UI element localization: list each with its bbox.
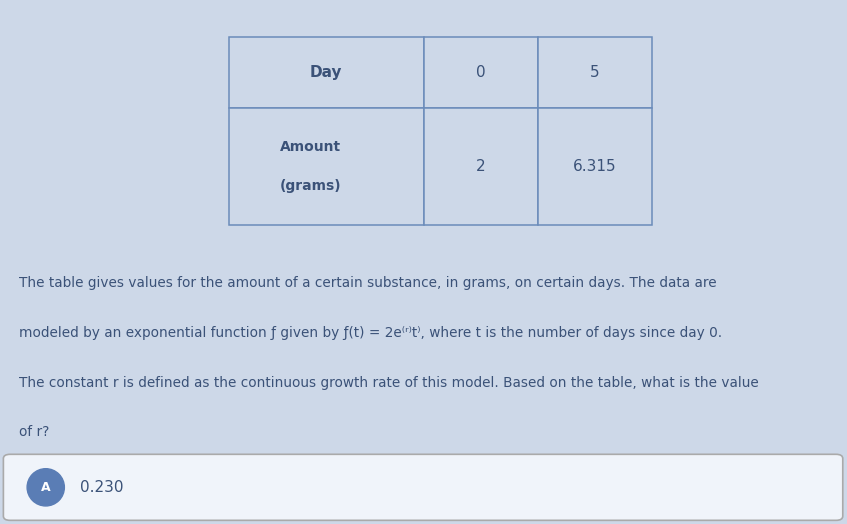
- Text: The table gives values for the amount of a certain substance, in grams, on certa: The table gives values for the amount of…: [19, 276, 717, 290]
- Text: modeled by an exponential function ƒ given by ƒ(t) = 2e⁽ʳ⁾t⁾, where t is the num: modeled by an exponential function ƒ giv…: [19, 326, 722, 340]
- Text: A: A: [41, 481, 51, 494]
- FancyBboxPatch shape: [229, 108, 424, 225]
- Text: 5: 5: [590, 65, 600, 80]
- Text: 0.230: 0.230: [80, 480, 124, 495]
- Text: 0: 0: [476, 65, 485, 80]
- Text: of r?: of r?: [19, 425, 49, 439]
- FancyBboxPatch shape: [538, 37, 652, 108]
- Text: 6.315: 6.315: [573, 159, 617, 174]
- FancyBboxPatch shape: [3, 454, 843, 520]
- FancyBboxPatch shape: [424, 37, 538, 108]
- FancyBboxPatch shape: [424, 108, 538, 225]
- Text: Day: Day: [310, 65, 342, 80]
- FancyBboxPatch shape: [538, 108, 652, 225]
- FancyBboxPatch shape: [229, 37, 424, 108]
- Ellipse shape: [27, 468, 64, 506]
- Text: 2: 2: [476, 159, 485, 174]
- Text: Amount

(grams): Amount (grams): [280, 140, 341, 193]
- Text: The constant r is defined as the continuous growth rate of this model. Based on : The constant r is defined as the continu…: [19, 376, 758, 389]
